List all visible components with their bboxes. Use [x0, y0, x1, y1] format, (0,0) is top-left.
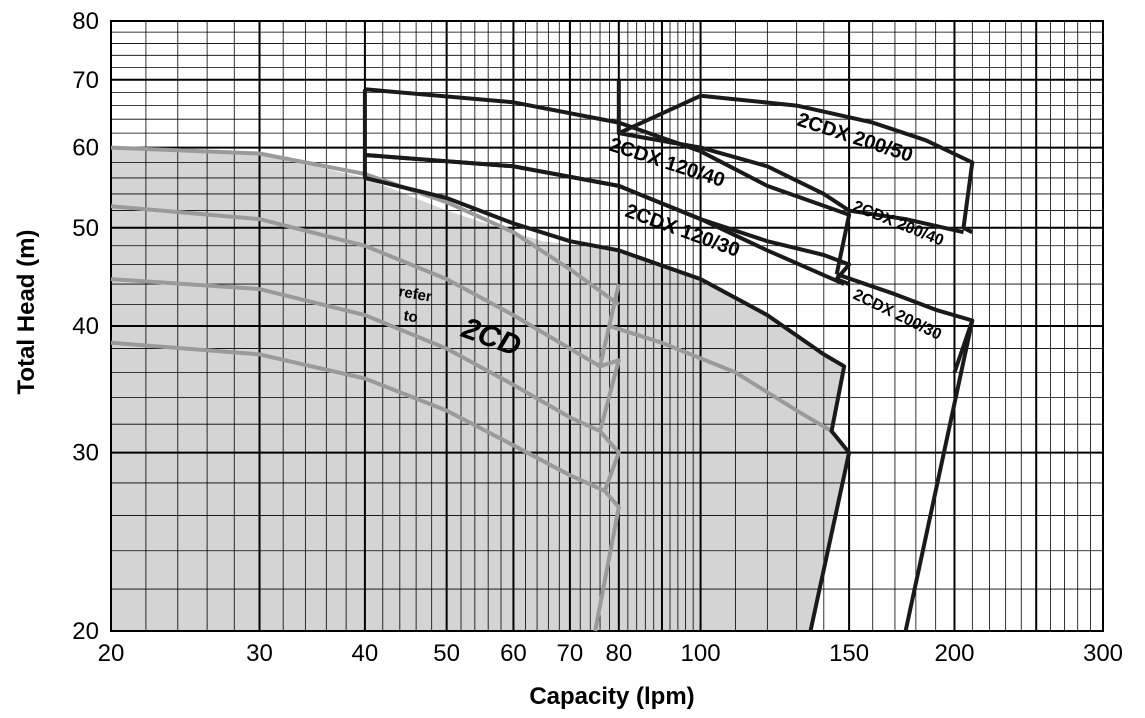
- y-tick-label: 30: [72, 440, 99, 467]
- x-tick-label: 150: [829, 640, 869, 667]
- gray-2cd-curve: [110, 277, 601, 433]
- series-outline: [364, 87, 852, 275]
- x-tick-label: 40: [352, 640, 379, 667]
- gray-2cd-curve: [110, 340, 606, 493]
- annotation-refer: refer: [397, 283, 433, 306]
- x-tick-label: 30: [246, 640, 273, 667]
- x-tick-label: 50: [433, 640, 460, 667]
- shaded-region-layer: [111, 147, 850, 631]
- series-line: [836, 272, 975, 374]
- gray-2cd-curve: [110, 204, 602, 369]
- gray-2cd-curve: [110, 145, 620, 307]
- x-tick-label: 70: [557, 640, 584, 667]
- gray-2cd-curve: [608, 324, 833, 433]
- y-tick-label: 80: [72, 8, 99, 35]
- x-tick-label: 60: [500, 640, 527, 667]
- x-tick-label: 80: [605, 640, 632, 667]
- y-axis-title: Total Head (m): [13, 230, 40, 395]
- series-outline: [618, 131, 964, 235]
- gray-2cd-endline: [593, 283, 621, 632]
- x-tick-label: 20: [98, 640, 125, 667]
- series-line: [362, 155, 852, 632]
- series-line: [616, 79, 975, 234]
- y-tick-label: 70: [72, 67, 99, 94]
- y-tick-label: 40: [72, 313, 99, 340]
- x-tick-label: 100: [681, 640, 721, 667]
- curve-layer: [110, 79, 975, 632]
- series-line: [362, 89, 852, 286]
- x-tick-label: 300: [1083, 640, 1123, 667]
- series-line: [903, 320, 975, 632]
- y-tick-label: 60: [72, 135, 99, 162]
- y-tick-label: 20: [72, 618, 99, 645]
- x-axis-title: Capacity (lpm): [529, 683, 694, 710]
- annotation-to: to: [402, 307, 419, 326]
- plot-frame: [110, 20, 1104, 632]
- tick-layer: 20 30 40 50 60 70 80 100 150 200 300 20 30 40 50 60 70 80: [72, 8, 1123, 667]
- x-tick-label: 200: [934, 640, 974, 667]
- y-tick-label: 50: [72, 215, 99, 242]
- shaded-2cd-region: [111, 147, 850, 631]
